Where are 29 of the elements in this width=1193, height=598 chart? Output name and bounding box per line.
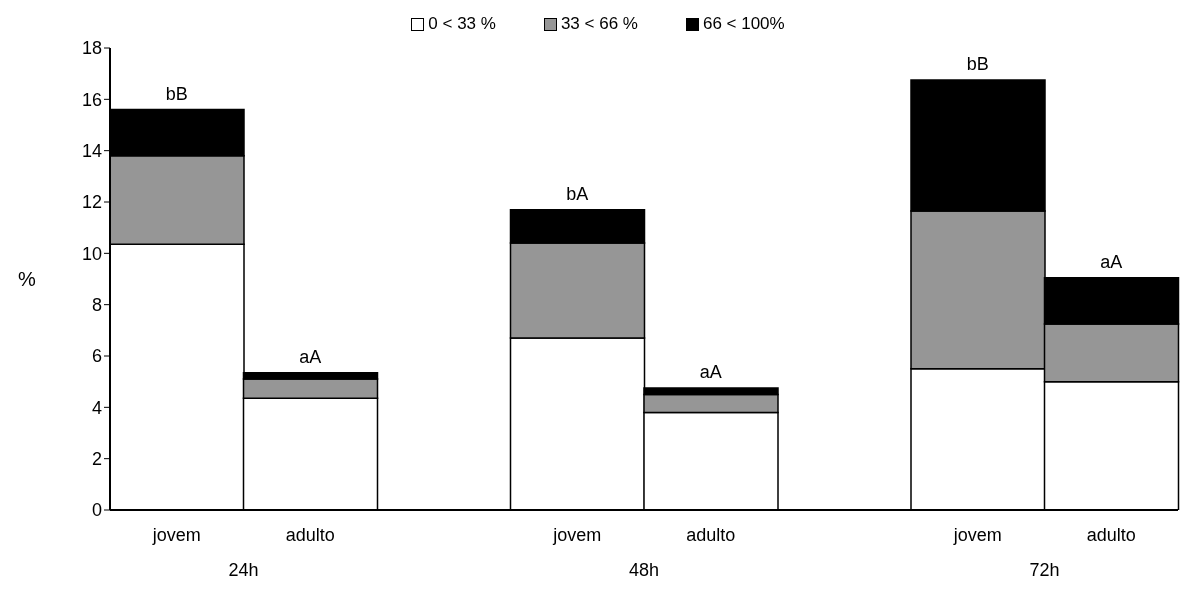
y-tick-label: 10 xyxy=(81,243,102,264)
legend-label: 66 < 100% xyxy=(702,14,785,34)
annotation: bB xyxy=(164,83,189,105)
legend-label: 0 < 33 % xyxy=(428,14,496,34)
x-tick-label: adulto xyxy=(1086,524,1136,545)
y-axis-title: % xyxy=(18,268,36,291)
x-tick-label: jovem xyxy=(952,524,1002,545)
text: 72h xyxy=(1028,560,1061,581)
y-tick-label: 6 xyxy=(91,346,102,367)
x-tick-label: jovem xyxy=(552,524,602,545)
annotation: aA xyxy=(698,362,723,384)
text: 24h xyxy=(227,560,260,581)
y-tick-label: 0 xyxy=(91,500,102,521)
y-tick-label: 8 xyxy=(91,295,102,316)
annotation: bA xyxy=(565,183,590,205)
text: 48h xyxy=(627,560,660,581)
legend-label: 33 < 66 % xyxy=(560,14,638,34)
y-tick-label: 18 xyxy=(81,38,102,59)
annotation: bB xyxy=(965,54,990,76)
x-tick-label: jovem xyxy=(151,524,201,545)
y-tick-label: 2 xyxy=(91,449,102,470)
y-tick-label: 16 xyxy=(81,89,102,110)
x-tick-label: adulto xyxy=(686,524,736,545)
annotation: aA xyxy=(1099,251,1124,273)
y-tick-label: 14 xyxy=(81,141,102,162)
annotation: aA xyxy=(298,346,323,368)
y-tick-label: 12 xyxy=(81,192,102,213)
x-tick-label: adulto xyxy=(285,524,335,545)
y-tick-label: 4 xyxy=(91,397,102,418)
